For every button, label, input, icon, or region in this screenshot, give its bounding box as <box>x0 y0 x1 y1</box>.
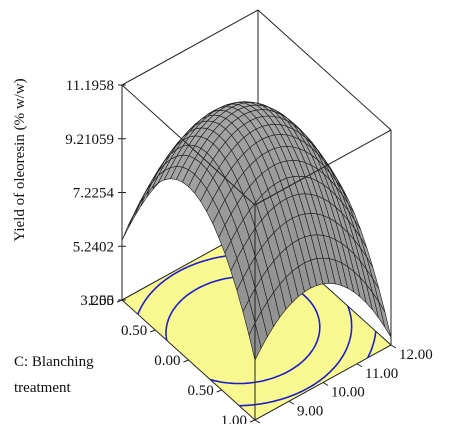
top-right-edge <box>257 9 392 131</box>
front-frame <box>121 9 392 420</box>
z-tick-label: 9.21059 <box>65 132 114 148</box>
z-tick-label: 3.255 <box>80 293 114 309</box>
c-tick-mark <box>216 389 222 393</box>
c-tick-mark <box>150 329 156 333</box>
y-tick-mark <box>390 344 397 349</box>
top-front-edge <box>254 129 392 206</box>
c-tick-label: 1.00 <box>221 413 247 424</box>
c-tick-label: 0.50 <box>121 323 147 339</box>
c-tick-labels: 1.00 0.50 0.00 0.50 1.00 <box>88 293 256 424</box>
c-tick-mark <box>183 359 189 363</box>
y-tick-mark <box>288 400 295 405</box>
y-tick-label: 9.00 <box>297 403 323 419</box>
z-tick-label: 11.1958 <box>66 78 114 94</box>
c-axis-label-line2: treatment <box>14 380 71 396</box>
back-top-edge <box>121 9 259 86</box>
c-tick-label: 0.00 <box>154 353 180 369</box>
z-axis-label: Yield of oleoresin (% w/w) <box>12 78 28 241</box>
c-axis-label-line1: C: Blanching <box>14 354 94 370</box>
y-tick-mark <box>322 382 329 386</box>
z-tick-labels: 3.255 5.2402 7.2254 9.21059 11.1958 <box>65 78 126 309</box>
y-tick-label: 10.00 <box>331 385 365 401</box>
c-tick-mark <box>116 299 123 303</box>
c-tick-mark <box>249 419 256 423</box>
c-tick-label: 1.00 <box>88 293 114 309</box>
z-tick-label: 5.2402 <box>73 239 114 255</box>
z-tick-label: 7.2254 <box>73 186 115 202</box>
top-left-edge <box>121 84 256 206</box>
y-tick-mark <box>356 363 363 368</box>
y-tick-mark <box>254 419 261 424</box>
response-surface <box>121 101 392 362</box>
c-tick-label: 0.50 <box>188 383 214 399</box>
y-tick-label: 11.00 <box>365 366 398 382</box>
y-tick-label: 12.00 <box>399 347 433 363</box>
y-tick-label: 8.00 <box>263 422 289 424</box>
